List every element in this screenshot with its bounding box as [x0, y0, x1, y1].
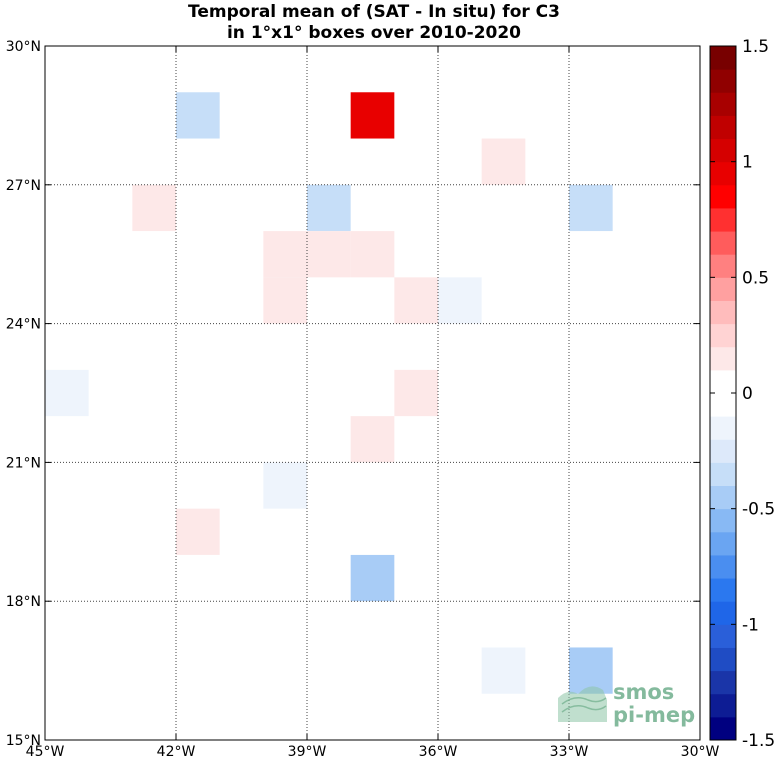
- colorbar-segment: [710, 393, 736, 417]
- colorbar-segment: [710, 716, 736, 741]
- colorbar-segment: [710, 323, 736, 348]
- colorbar-segment: [710, 416, 736, 440]
- colorbar-segment: [710, 670, 736, 695]
- chart-title-line-2: in 1°x1° boxes over 2010-2020: [227, 23, 521, 43]
- colorbar-segment: [710, 647, 736, 672]
- data-cell: [350, 92, 395, 139]
- data-cell: [176, 92, 220, 139]
- colorbar-tick-label: 1.5: [742, 37, 769, 57]
- data-cell: [438, 277, 482, 324]
- data-cell: [263, 231, 307, 278]
- colorbar-segment: [710, 485, 736, 510]
- x-tick-label: 45°W: [26, 744, 65, 760]
- data-cell: [350, 554, 395, 602]
- colorbar-segment: [710, 693, 736, 718]
- colorbar-segment: [710, 207, 736, 232]
- colorbar-tick-label: -1: [742, 615, 759, 635]
- x-tick-label: 33°W: [550, 744, 589, 760]
- colorbar-segment: [710, 369, 736, 394]
- colorbar-segment: [710, 254, 736, 278]
- y-tick-label: 21°N: [6, 455, 41, 471]
- x-tick-label: 30°W: [681, 744, 720, 760]
- grid-lines: [45, 46, 700, 740]
- colorbar-ticks: -1.5 -1 -0.5 0 0.5 1 1.5: [710, 37, 775, 751]
- colorbar-segment: [710, 231, 736, 255]
- colorbar-segment: [710, 300, 736, 325]
- data-cell: [481, 647, 526, 694]
- colorbar-segment: [710, 184, 736, 209]
- colorbar-tick-label: 0: [742, 384, 753, 404]
- colorbar-segment: [710, 554, 736, 579]
- data-cell: [569, 184, 613, 232]
- colorbar-segment: [710, 69, 736, 93]
- colorbar-segment: [710, 277, 736, 301]
- colorbar-segment: [710, 531, 736, 556]
- y-axis: 15°N 18°N 21°N 24°N 27°N 30°N: [6, 39, 700, 749]
- y-tick-label: 24°N: [6, 317, 41, 333]
- colorbar-tick-label: 1: [742, 153, 753, 173]
- data-cell: [132, 184, 176, 232]
- data-cell: [350, 416, 395, 463]
- chart-title-line-1: Temporal mean of (SAT - In situ) for C3: [188, 2, 560, 22]
- data-cell: [307, 184, 351, 232]
- colorbar-segment: [710, 624, 736, 648]
- colorbar-tick-label: 0.5: [742, 268, 769, 288]
- colorbar-segments: [710, 46, 736, 741]
- colorbar-segment: [710, 578, 736, 602]
- data-cell: [350, 231, 395, 278]
- x-tick-label: 42°W: [157, 744, 196, 760]
- colorbar-tick-label: -1.5: [742, 731, 775, 751]
- data-cells: [45, 92, 613, 694]
- colorbar-segment: [710, 161, 736, 186]
- data-cell: [569, 647, 613, 694]
- colorbar-segment: [710, 138, 736, 163]
- y-tick-label: 18°N: [6, 594, 41, 610]
- x-tick-label: 36°W: [419, 744, 458, 760]
- colorbar-segment: [710, 508, 736, 533]
- colorbar-segment: [710, 462, 736, 487]
- colorbar-segment: [710, 601, 736, 625]
- colorbar-tick-label: -0.5: [742, 500, 775, 520]
- data-cell: [263, 462, 307, 509]
- data-cell: [45, 369, 89, 417]
- colorbar-segment: [710, 115, 736, 140]
- logo-wave-shape: [558, 686, 607, 722]
- logo-wave-lines: [561, 697, 607, 713]
- colorbar-segment: [710, 92, 736, 116]
- data-cell: [176, 508, 220, 555]
- x-axis: 45°W 42°W 39°W 36°W 33°W 30°W: [26, 46, 720, 760]
- logo-text-smos: smos: [613, 680, 674, 704]
- data-cell: [481, 138, 526, 185]
- x-tick-label: 39°W: [288, 744, 327, 760]
- smos-pi-mep-logo: smos pi-mep: [558, 680, 695, 727]
- data-cell: [307, 231, 351, 278]
- colorbar: -1.5 -1 -0.5 0 0.5 1 1.5: [709, 37, 775, 751]
- logo-text-pi-mep: pi-mep: [613, 703, 695, 727]
- data-cell: [394, 369, 438, 417]
- colorbar-segment: [710, 439, 736, 463]
- y-tick-label: 30°N: [6, 39, 41, 55]
- data-cell: [263, 277, 307, 324]
- colorbar-segment: [710, 46, 736, 70]
- y-tick-label: 15°N: [6, 733, 41, 749]
- data-cell: [394, 277, 438, 324]
- y-tick-label: 27°N: [6, 178, 41, 194]
- plot-frame: [44, 45, 701, 741]
- colorbar-segment: [710, 346, 736, 371]
